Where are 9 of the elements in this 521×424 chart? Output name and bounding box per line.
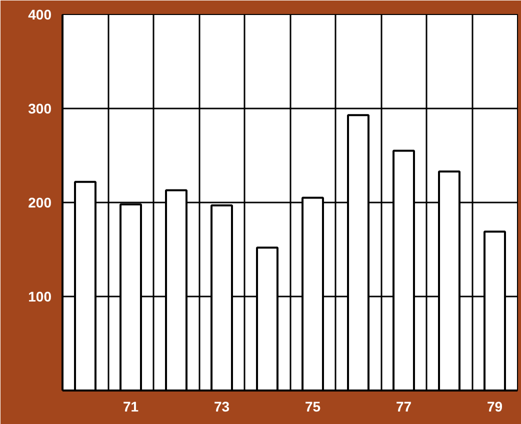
y-tick-label: 200 (28, 194, 52, 210)
x-tick-label: 73 (214, 398, 230, 414)
y-tick-label: 100 (28, 288, 52, 304)
x-tick-label: 75 (304, 398, 321, 414)
y-tick-label: 300 (28, 100, 52, 116)
x-tick-label: 71 (122, 398, 139, 414)
x-tick-label: 79 (486, 398, 503, 414)
x-tick-label: 77 (396, 398, 412, 414)
y-tick-label: 400 (28, 6, 52, 22)
